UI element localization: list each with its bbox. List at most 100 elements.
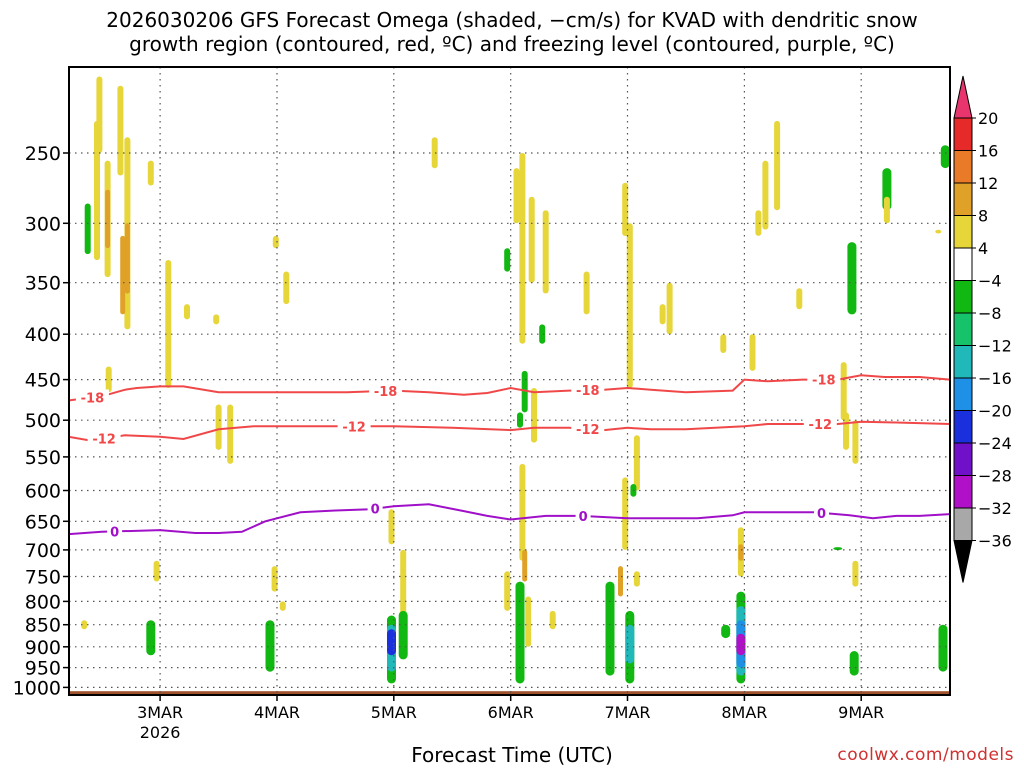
chart-title-line-1: 2026030206 GFS Forecast Omega (shaded, −… <box>106 8 918 32</box>
omega-region <box>738 544 744 561</box>
colorbar-swatch <box>953 377 973 411</box>
omega-region <box>840 362 847 421</box>
omega-region <box>521 370 528 413</box>
omega-region <box>774 120 781 211</box>
omega-region <box>120 235 126 315</box>
omega-region <box>833 547 843 551</box>
plot-frame <box>68 66 951 696</box>
grid-layer <box>69 67 950 695</box>
contour-label-bg <box>75 389 109 406</box>
omega-region <box>883 196 890 224</box>
colorbar-swatch <box>953 442 973 476</box>
omega-region <box>720 334 727 353</box>
contour-label: -12 <box>92 432 116 447</box>
omega-region <box>626 223 633 389</box>
omega-region <box>513 168 520 224</box>
pressure-axis: 2503003504004505005506006507007508008509… <box>13 143 69 699</box>
omega-region <box>666 282 673 335</box>
x-tick-label: 9MAR <box>838 703 884 722</box>
y-tick-label: 650 <box>25 511 61 533</box>
contour-label: -18 <box>374 385 398 400</box>
colorbar-label: −32 <box>978 499 1012 518</box>
omega-region <box>852 420 859 464</box>
colorbar-label: −16 <box>978 369 1012 388</box>
contour-label: 0 <box>371 503 380 518</box>
omega-region <box>525 596 532 647</box>
x-tick-label: 4MAR <box>254 703 300 722</box>
contour-label: -18 <box>576 384 600 399</box>
contour-label-bg <box>369 382 403 399</box>
omega-region <box>519 463 526 561</box>
y-tick-label: 950 <box>25 658 61 680</box>
omega-region <box>847 242 857 315</box>
omega-region <box>539 324 546 344</box>
contour-label-bg <box>575 508 591 525</box>
colorbar-label: −20 <box>978 402 1012 421</box>
omega-region <box>117 85 124 176</box>
y-tick-label: 500 <box>25 410 61 432</box>
omega-region <box>849 651 859 676</box>
colorbar-top-arrow <box>953 75 973 119</box>
colorbar-swatch <box>953 215 973 249</box>
omega-region <box>271 566 278 592</box>
y-tick-label: 750 <box>25 567 61 589</box>
colorbar-swatch <box>953 410 973 444</box>
colorbar-label: 12 <box>978 174 998 193</box>
omega-region <box>843 412 849 450</box>
omega-region <box>387 629 396 656</box>
x-axis-label: Forecast Time (UTC) <box>411 743 613 767</box>
colorbar-swatch <box>953 475 973 509</box>
y-tick-label: 400 <box>25 324 61 346</box>
colorbar-swatch <box>953 182 973 216</box>
contour-label: 0 <box>817 507 826 522</box>
credit-text: coolwx.com/models <box>837 745 1014 765</box>
omega-region <box>755 210 762 236</box>
contour-label: -12 <box>342 420 366 435</box>
contour-layer: -18 -18 -18 -18 -12 -12 -12 -12 0 0 0 0 <box>69 371 950 541</box>
colorbar-swatch <box>953 117 973 151</box>
omega-region <box>504 248 511 272</box>
omega-region <box>283 271 290 305</box>
colorbar-swatch <box>953 345 973 379</box>
contour-label-bg <box>814 504 829 521</box>
contour-label: -18 <box>812 374 836 389</box>
omega-region <box>265 620 275 672</box>
y-tick-label: 700 <box>25 540 61 562</box>
omega-region <box>721 624 731 639</box>
omega-region <box>153 560 160 582</box>
omega-region <box>398 610 408 660</box>
colorbar-label: −36 <box>978 532 1012 551</box>
omega-region <box>388 509 395 545</box>
omega-region <box>147 160 154 186</box>
contour-label-bg <box>337 418 371 435</box>
omega-region <box>184 304 190 320</box>
omega-region <box>528 196 535 283</box>
y-tick-label: 550 <box>25 447 61 469</box>
colorbar-swatch <box>953 280 973 314</box>
chart-title-line-2: growth region (contoured, red, ºC) and f… <box>129 32 895 56</box>
omega-region <box>227 404 234 464</box>
colorbar-label: 16 <box>978 142 998 161</box>
colorbar-label: −8 <box>978 304 1002 323</box>
contour-label: -18 <box>81 392 105 407</box>
contour-label-bg <box>367 500 383 517</box>
omega-region <box>531 388 537 443</box>
x-tick-label: 8MAR <box>721 703 767 722</box>
omega-region <box>633 571 640 587</box>
omega-region <box>583 271 590 315</box>
omega-region <box>618 566 623 597</box>
omega-region <box>852 560 859 587</box>
omega-region <box>81 620 88 630</box>
contour-label-bg <box>571 382 605 399</box>
colorbar-swatch <box>953 150 973 184</box>
omega-region <box>431 137 438 169</box>
y-tick-label: 600 <box>25 481 61 503</box>
omega-region <box>272 235 279 249</box>
y-tick-label: 450 <box>25 370 61 392</box>
colorbar-label: −28 <box>978 467 1012 486</box>
plot-border <box>68 66 951 696</box>
y-tick-label: 350 <box>25 273 61 295</box>
omega-region <box>940 145 950 169</box>
contour-line-minus12 <box>69 420 950 442</box>
